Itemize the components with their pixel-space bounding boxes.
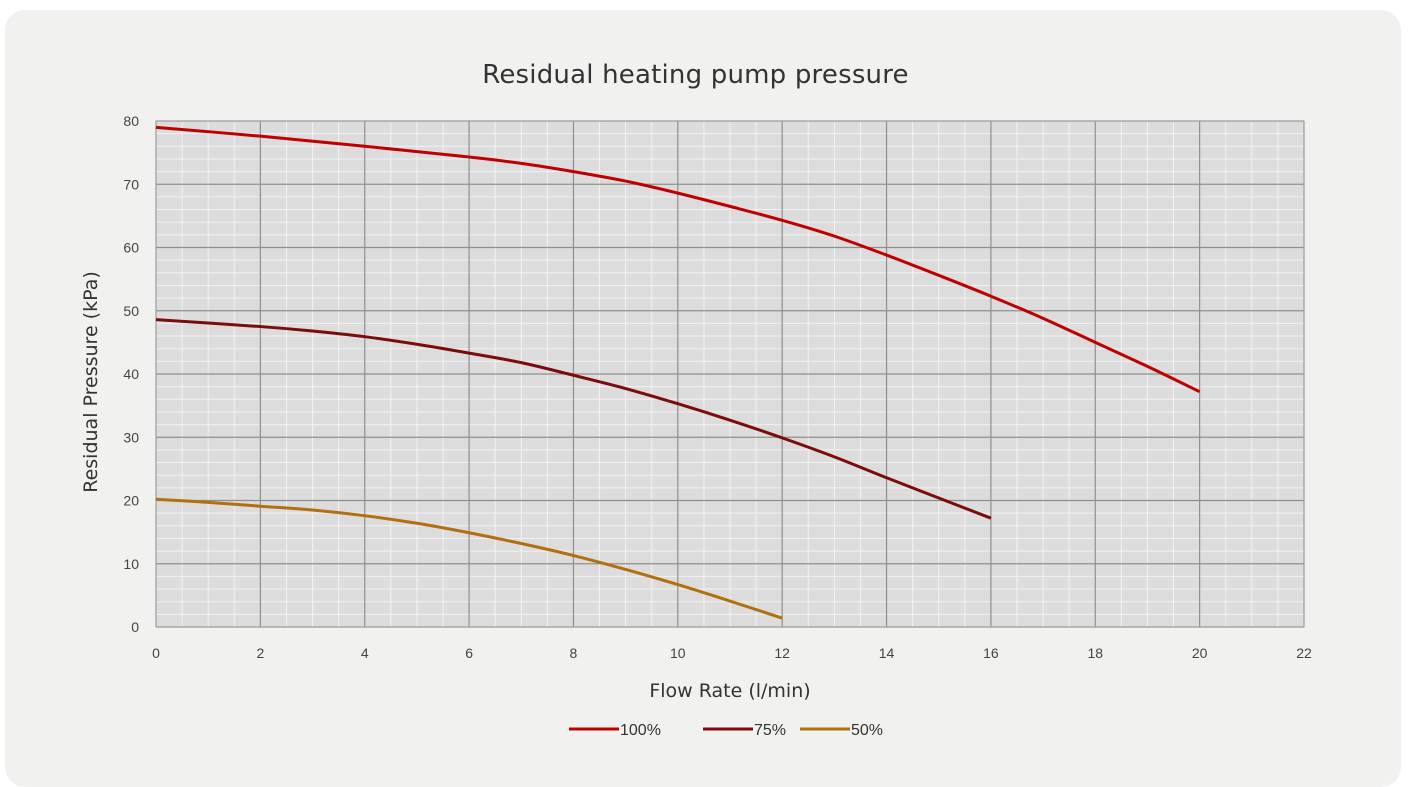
- x-tick-label: 20: [1192, 645, 1208, 661]
- series-line-1: [155, 125, 1201, 394]
- y-tick-label: 70: [123, 176, 139, 192]
- x-tick-label: 12: [774, 645, 790, 661]
- y-tick-label: 80: [123, 113, 139, 129]
- series-line-2: [155, 318, 992, 520]
- x-tick-label: 16: [983, 645, 999, 661]
- x-tick-label: 22: [1296, 645, 1312, 661]
- y-tick-label: 30: [123, 429, 139, 445]
- chart-title: Residual heating pump pressure: [482, 60, 909, 90]
- x-tick-label: 18: [1087, 645, 1103, 661]
- y-tick-label: 10: [123, 556, 139, 572]
- legend-label-3: 50%: [851, 722, 883, 739]
- x-tick-label: 2: [256, 645, 264, 661]
- x-tick-label: 14: [879, 645, 895, 661]
- x-axis-label: Flow Rate (l/min): [649, 680, 810, 702]
- plot-border: [155, 120, 1305, 628]
- x-tick-label: 6: [465, 645, 473, 661]
- x-tick-label: 10: [670, 645, 686, 661]
- legend-label-2: 75%: [754, 722, 786, 739]
- y-tick-label: 20: [123, 493, 139, 509]
- x-tick-label: 4: [361, 645, 369, 661]
- legend: 100% 75% 50%: [569, 722, 883, 739]
- x-tick-label: 8: [570, 645, 578, 661]
- x-axis-ticks: 0 2 4 6 8 10 12 14 16 18 20 22: [152, 645, 1312, 661]
- y-axis-label: Residual Pressure (kPa): [80, 271, 102, 493]
- y-tick-label: 0: [131, 619, 139, 635]
- x-tick-label: 0: [152, 645, 160, 661]
- y-tick-label: 40: [123, 366, 139, 382]
- y-tick-label: 60: [123, 240, 139, 256]
- y-axis-ticks: 0 10 20 30 40 50 60 70 80: [123, 113, 139, 635]
- legend-label-1: 100%: [620, 722, 661, 739]
- series-line-3: [155, 497, 783, 620]
- series-lines: [155, 125, 1201, 620]
- y-tick-label: 50: [123, 303, 139, 319]
